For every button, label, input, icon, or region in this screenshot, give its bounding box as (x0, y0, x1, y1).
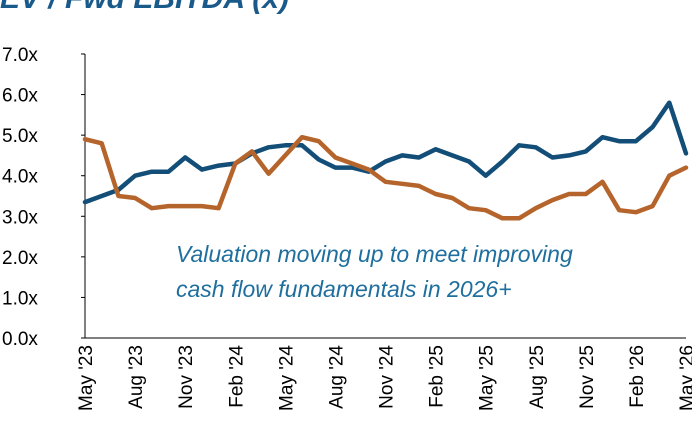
x-tick-label: Aug '24 (326, 345, 347, 409)
x-tick-label: Feb '24 (226, 345, 247, 408)
series-line (82, 134, 689, 221)
x-tick-label: Aug '23 (126, 345, 147, 409)
y-tick-label: 1.0x (2, 288, 38, 309)
y-tick-label: 0.0x (2, 329, 38, 350)
x-tick-label: Aug '25 (527, 345, 548, 409)
x-tick-label: Nov '25 (577, 345, 598, 409)
x-tick-label: May '24 (276, 345, 297, 411)
chart-title: EV / Fwd EBITDA (x) (0, 0, 289, 15)
annotation: cash flow fundamentals in 2026+ (176, 276, 512, 302)
x-tick-label: Nov '23 (176, 345, 197, 409)
x-tick-label: Feb '25 (427, 345, 448, 408)
x-tick-label: Nov '24 (377, 345, 398, 409)
y-tick-label: 3.0x (2, 207, 38, 228)
y-tick-label: 5.0x (2, 126, 38, 147)
x-tick-label: Feb '26 (627, 345, 648, 408)
series-line (82, 100, 689, 205)
y-tick-label: 2.0x (2, 248, 38, 269)
y-tick-label: 6.0x (2, 86, 38, 107)
x-tick-label: May '26 (677, 345, 692, 411)
x-tick-label: May '25 (477, 345, 498, 411)
y-tick-label: 7.0x (2, 45, 38, 66)
x-tick-label: May '23 (76, 345, 97, 411)
annotation: Valuation moving up to meet improving (176, 241, 573, 267)
y-tick-label: 4.0x (2, 167, 38, 188)
